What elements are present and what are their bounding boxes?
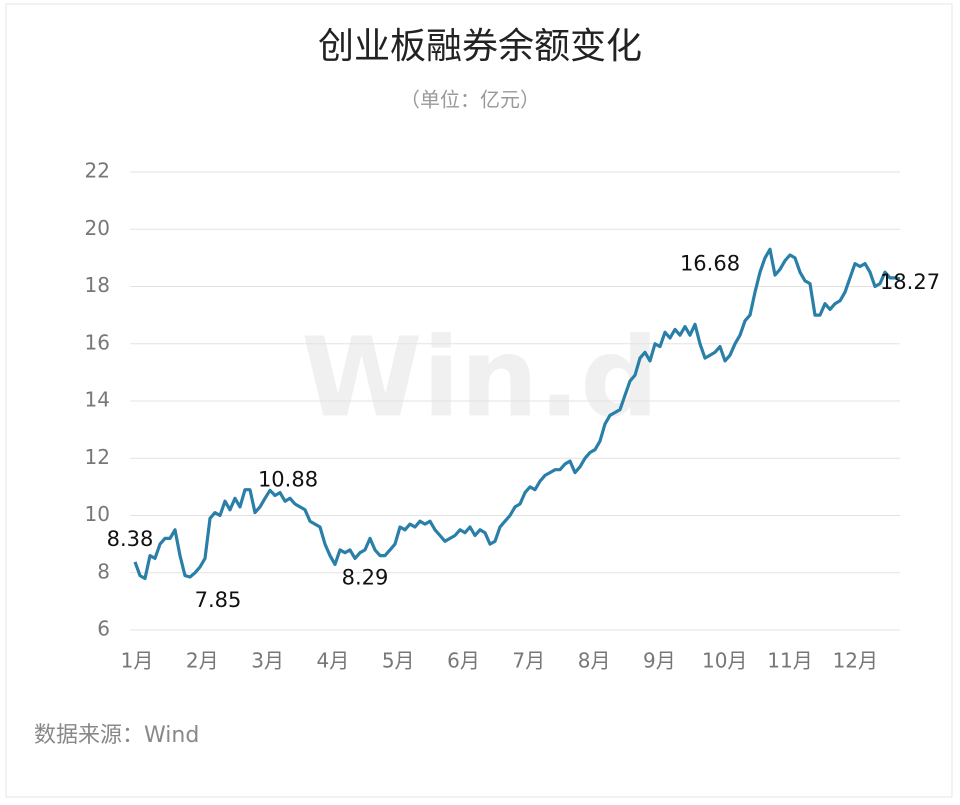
source: 数据来源：Wind [34,723,199,748]
x-tick-label: 1月 [121,649,154,673]
y-tick-label: 6 [97,617,110,641]
x-tick-label: 3月 [251,649,284,673]
x-tick-label: 2月 [186,649,219,673]
chart-title: 创业板融券余额变化 [318,26,642,67]
annotation: 8.38 [107,527,154,551]
x-tick-label: 12月 [833,649,878,673]
y-tick-label: 12 [85,445,110,469]
data-line [133,247,901,581]
annotation: 8.29 [342,565,389,589]
x-tick-label: 6月 [447,649,480,673]
x-tick-label: 11月 [767,649,812,673]
annotation: 16.68 [680,251,740,275]
x-tick-label: 5月 [382,649,415,673]
x-tick-label: 7月 [512,649,545,673]
y-tick-label: 22 [85,159,110,183]
x-tick-label: 9月 [643,649,676,673]
annotation: 7.85 [195,588,242,612]
x-tick-label: 4月 [317,649,350,673]
y-tick-label: 8 [97,559,110,583]
x-tick-label: 10月 [702,649,747,673]
chart-subtitle: （单位：亿元） [400,88,540,112]
y-tick-label: 18 [85,273,110,297]
annotation: 10.88 [258,467,318,491]
y-tick-label: 14 [85,388,110,412]
x-tick-label: 8月 [578,649,611,673]
annotation: 18.27 [880,270,940,294]
y-tick-label: 10 [85,502,110,526]
y-tick-label: 20 [85,216,110,240]
y-tick-label: 16 [85,330,110,354]
watermark: Win.d [301,313,659,441]
